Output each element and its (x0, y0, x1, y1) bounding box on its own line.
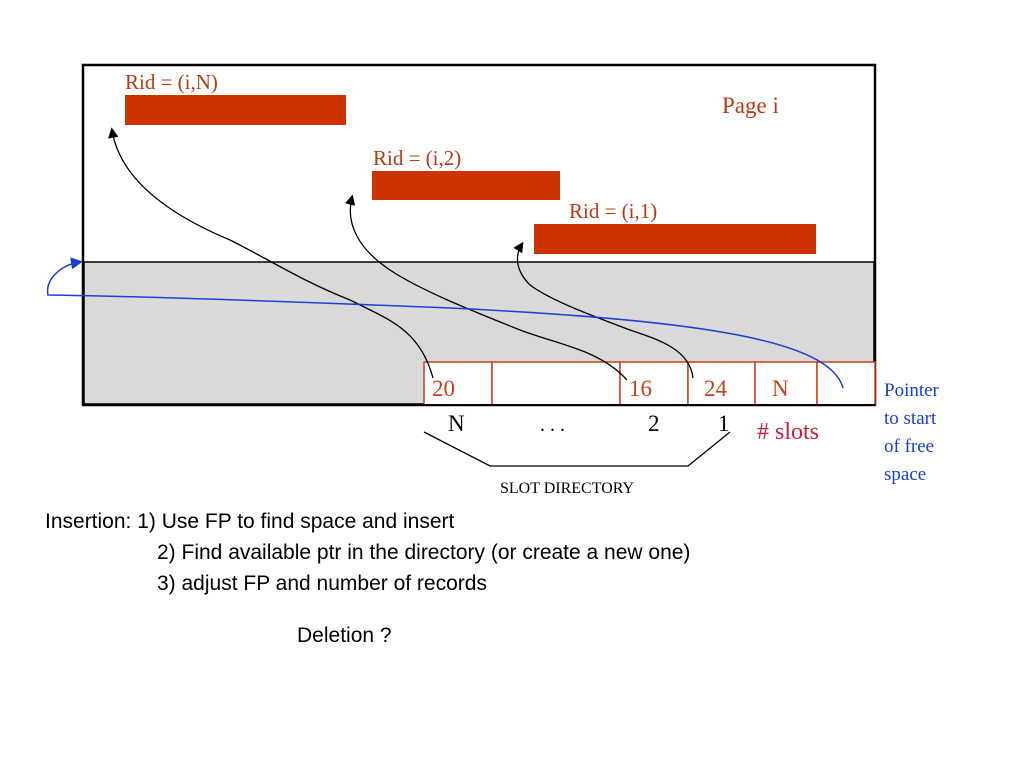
insertion-step-2: 2) Find available ptr in the directory (… (157, 541, 691, 564)
arrow-slot-2 (345, 194, 628, 381)
slot-directory-label: SLOT DIRECTORY (500, 480, 635, 497)
slot-index: 1 (718, 411, 730, 436)
free-pointer-line: of free (884, 436, 935, 457)
arrow-slot-n (108, 127, 434, 379)
record-label-1: Rid = (i,1) (569, 199, 658, 223)
deletion-question: Deletion ? (297, 624, 392, 647)
num-slots-label: # slots (757, 419, 820, 445)
slot-value: 20 (432, 376, 455, 401)
free-pointer-line: Pointer (884, 380, 939, 401)
slot-directory-brace (423, 431, 731, 467)
record-1 (534, 224, 816, 254)
slot-pointer-arrows (108, 127, 694, 381)
record-label-2: Rid = (i,2) (373, 146, 462, 170)
free-pointer-line: space (884, 464, 927, 485)
slot-index: N (448, 411, 465, 436)
insertion-step-1: Insertion: 1) Use FP to find space and i… (45, 510, 455, 533)
slot-value: 16 (629, 376, 652, 401)
record-n (125, 95, 346, 125)
slot-index: 2 (648, 411, 660, 436)
slot-index: . . . (540, 414, 565, 436)
slot-count-value: N (772, 376, 789, 401)
page-label: Page i (722, 93, 779, 118)
slot-directory (423, 361, 876, 406)
arrow-slot-1 (513, 241, 694, 379)
slot-value: 24 (704, 376, 727, 401)
free-space-pointer-arrow (46, 257, 844, 389)
record-2 (372, 171, 560, 200)
insertion-step-3: 3) adjust FP and number of records (157, 572, 487, 595)
free-pointer-label: Pointer to start of free space (884, 377, 939, 489)
free-pointer-line: to start (884, 408, 937, 429)
record-label-n: Rid = (i,N) (125, 70, 218, 94)
